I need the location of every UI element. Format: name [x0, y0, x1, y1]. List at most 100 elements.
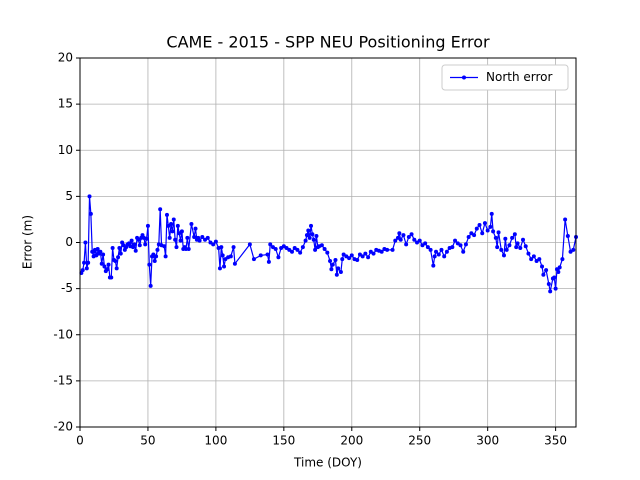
data-point — [110, 246, 115, 251]
data-point — [336, 266, 341, 271]
data-point — [154, 254, 159, 259]
data-point — [164, 212, 169, 217]
data-point — [289, 249, 294, 254]
data-point — [163, 254, 168, 259]
data-point — [98, 249, 103, 254]
data-point — [84, 266, 89, 271]
data-point — [366, 255, 371, 260]
x-axis-label: Time (DOY) — [293, 456, 362, 470]
data-point — [571, 247, 576, 252]
data-point — [220, 253, 225, 258]
data-point — [363, 251, 368, 256]
data-point — [205, 235, 210, 240]
data-point — [268, 242, 273, 247]
data-point — [325, 250, 330, 255]
data-point — [295, 247, 300, 252]
x-tick-label: 50 — [140, 434, 155, 448]
data-point — [266, 259, 271, 264]
data-point — [197, 238, 202, 243]
y-tick-label: 0 — [65, 235, 73, 249]
data-point — [193, 226, 198, 231]
y-tick-label: 15 — [58, 97, 73, 111]
data-point — [222, 264, 227, 269]
data-point — [480, 231, 485, 236]
data-point — [461, 249, 466, 254]
data-point — [311, 237, 316, 242]
data-point — [330, 262, 335, 267]
data-point — [276, 255, 281, 260]
data-point — [529, 257, 534, 262]
data-point — [162, 244, 167, 249]
data-point — [118, 251, 123, 256]
data-point — [106, 262, 111, 267]
data-point — [493, 235, 498, 240]
data-point — [319, 243, 324, 248]
x-tick-label: 350 — [544, 434, 567, 448]
data-point — [488, 224, 493, 229]
data-point — [563, 217, 568, 222]
data-point — [298, 250, 303, 255]
data-point — [507, 243, 512, 248]
data-point — [423, 241, 428, 246]
data-point — [385, 247, 390, 252]
data-point — [170, 229, 175, 234]
data-point — [80, 268, 85, 273]
data-point — [155, 247, 160, 252]
data-point — [546, 282, 551, 287]
data-point — [526, 251, 531, 256]
x-tick-label: 150 — [272, 434, 295, 448]
data-point — [265, 252, 270, 257]
data-point — [432, 254, 437, 259]
y-tick-label: -15 — [53, 373, 73, 387]
data-point — [105, 267, 110, 272]
y-tick-label: 10 — [58, 143, 73, 157]
data-point — [175, 223, 180, 228]
data-point — [556, 270, 561, 275]
data-point — [137, 243, 142, 248]
data-point — [428, 247, 433, 252]
data-point — [439, 247, 444, 252]
data-point — [147, 262, 152, 267]
data-point — [521, 237, 526, 242]
data-point — [116, 255, 121, 260]
data-point — [145, 223, 150, 228]
data-point — [314, 234, 319, 239]
data-point — [232, 261, 237, 266]
data-point — [87, 194, 92, 199]
data-point — [495, 245, 500, 250]
data-point — [355, 258, 360, 263]
data-point — [185, 235, 190, 240]
data-point — [167, 235, 172, 240]
data-point — [247, 242, 252, 247]
data-point — [442, 254, 447, 259]
data-point — [132, 242, 137, 247]
data-point — [552, 275, 557, 280]
y-axis-label: Error (m) — [21, 215, 35, 269]
data-point — [152, 258, 157, 263]
data-point — [501, 253, 506, 258]
data-point — [173, 237, 178, 242]
data-point — [523, 244, 528, 249]
data-point — [211, 242, 216, 247]
x-tick-label: 300 — [476, 434, 499, 448]
data-point — [504, 247, 509, 252]
data-point — [444, 249, 449, 254]
data-point — [401, 233, 406, 238]
data-point — [503, 236, 508, 241]
data-point — [178, 238, 183, 243]
data-point — [114, 266, 119, 271]
x-tick-label: 200 — [340, 434, 363, 448]
data-point — [477, 222, 482, 227]
data-point — [307, 235, 312, 240]
data-point — [349, 253, 354, 258]
data-point — [531, 254, 536, 259]
legend-marker — [462, 75, 466, 80]
data-point — [273, 246, 278, 251]
data-point — [397, 231, 402, 236]
data-point — [560, 257, 565, 262]
data-point — [309, 223, 314, 228]
data-point — [472, 233, 477, 238]
data-point — [406, 234, 411, 239]
y-tick-label: -10 — [53, 327, 73, 341]
